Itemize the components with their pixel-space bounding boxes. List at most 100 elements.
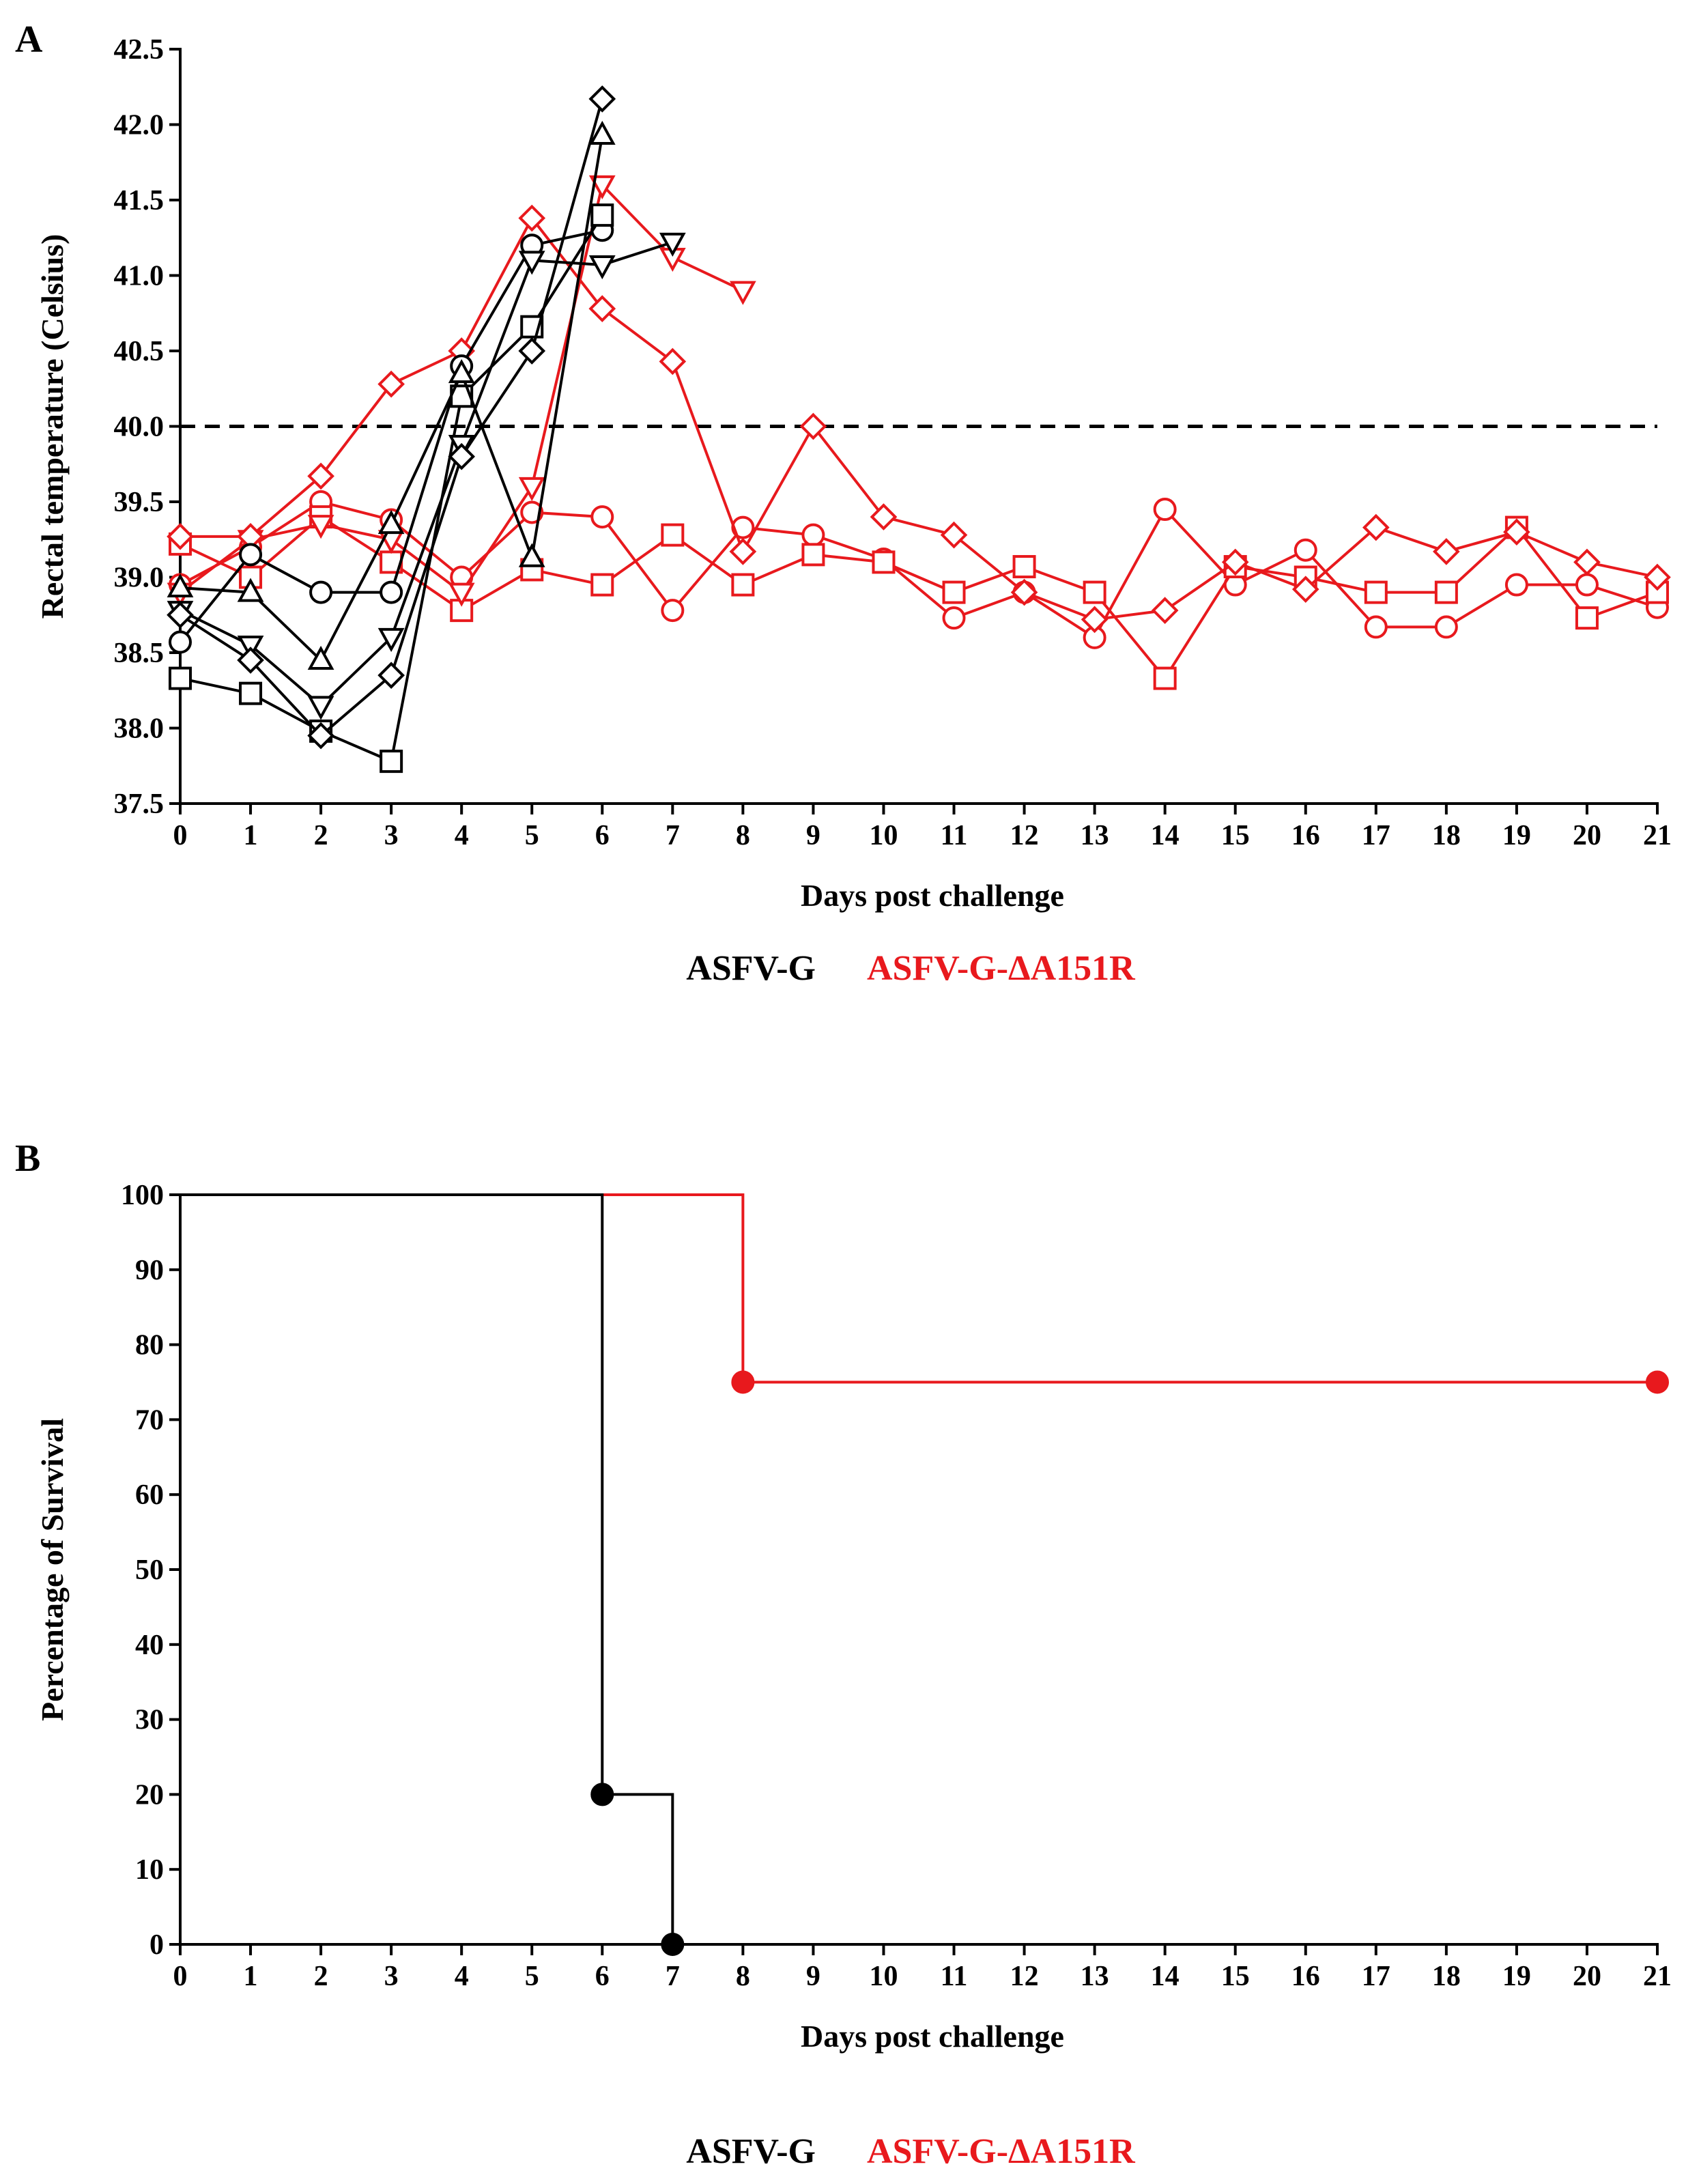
data-point-circle: [661, 599, 685, 623]
legend-asfv-g-b: ASFV-G: [686, 2132, 816, 2171]
data-point-triangle-up: [377, 510, 405, 535]
data-point-triangle-down: [659, 232, 686, 257]
series-asfv-g-triangle-up: [167, 120, 616, 670]
x-tick-label-b: 5: [525, 1961, 539, 1992]
y-tick-label-a: 38.5: [114, 638, 165, 669]
survival-asfv-g: [180, 1193, 685, 1956]
y-tick-label-a: 39.5: [114, 487, 165, 518]
data-point-circle: [801, 523, 825, 547]
x-tick-label-a: 17: [1362, 820, 1390, 851]
x-tick-label-b: 21: [1643, 1961, 1672, 1992]
data-point-diamond: [1503, 518, 1530, 546]
data-point-diamond: [588, 85, 616, 113]
panel-label-b: B: [15, 1137, 40, 1180]
series-asfv-g-a151r-diamond: [167, 204, 1671, 634]
x-tick-label-b: 19: [1502, 1961, 1531, 1992]
data-point-diamond: [167, 601, 194, 629]
x-tick-label-a: 13: [1081, 820, 1109, 851]
x-tick-label-b: 12: [1010, 1961, 1039, 1992]
x-tick-label-b: 15: [1221, 1961, 1250, 1992]
data-point-square: [1012, 555, 1036, 579]
x-tick-label-a: 2: [314, 820, 328, 851]
data-point-square: [1364, 580, 1388, 604]
x-tick-label-a: 19: [1502, 820, 1531, 851]
series-line: [180, 515, 1658, 680]
x-tick-label-b: 14: [1151, 1961, 1180, 1992]
survival-point: [590, 1783, 614, 1806]
y-tick-label-a: 40.5: [114, 336, 165, 367]
data-point-triangle-up: [518, 543, 545, 567]
data-point-square: [239, 681, 263, 705]
x-tick-label-b: 11: [941, 1961, 968, 1992]
x-tick-label-a: 18: [1432, 820, 1461, 851]
data-point-diamond: [940, 521, 968, 549]
x-tick-label-b: 4: [455, 1961, 469, 1992]
y-tick-label-b: 50: [135, 1555, 164, 1586]
y-tick-label-b: 100: [121, 1180, 164, 1211]
y-tick-label-b: 60: [135, 1479, 164, 1511]
y-axis-title-b: Percentage of Survival: [35, 1418, 70, 1721]
data-point-triangle-up: [237, 578, 264, 602]
x-tick-label-a: 15: [1221, 820, 1250, 851]
x-tick-label-a: 14: [1151, 820, 1180, 851]
series-line: [180, 216, 1658, 621]
data-point-diamond: [518, 204, 546, 232]
data-point-triangle-down: [518, 477, 545, 502]
data-point-square: [1434, 580, 1458, 604]
y-tick-label-a: 41.5: [114, 185, 165, 216]
x-tick-label-b: 13: [1081, 1961, 1109, 1992]
data-point-diamond: [588, 295, 616, 322]
data-point-diamond: [377, 662, 405, 689]
data-point-diamond: [1433, 538, 1460, 565]
data-point-circle: [520, 500, 544, 524]
data-point-triangle-down: [588, 255, 616, 280]
data-point-square: [590, 573, 614, 597]
legend-asfv-g-a151r-a: ASFV-G-ΔA151R: [867, 949, 1136, 988]
x-tick-label-b: 18: [1432, 1961, 1461, 1992]
data-point-square: [590, 203, 614, 227]
y-tick-label-a: 40.0: [114, 412, 165, 443]
x-tick-label-b: 9: [806, 1961, 820, 1992]
data-point-triangle-down: [448, 582, 475, 607]
data-point-diamond: [518, 337, 546, 365]
panel-label-a: A: [15, 18, 43, 61]
data-point-diamond: [1081, 606, 1109, 634]
panel-a: A 37.5 38.0 38.5 39.0 39.5 40.0 40.5 41.0 41.5 42.…: [15, 18, 1672, 988]
data-point-diamond: [1010, 578, 1038, 606]
data-point-diamond: [1291, 576, 1319, 604]
y-tick-label-b: 80: [135, 1330, 164, 1361]
x-tick-label-b: 1: [244, 1961, 258, 1992]
data-point-diamond: [729, 538, 757, 565]
data-point-triangle-up: [307, 645, 334, 670]
data-point-diamond: [1644, 563, 1671, 591]
data-point-circle: [239, 543, 263, 567]
data-point-circle: [309, 580, 333, 604]
data-point-diamond: [1573, 548, 1601, 576]
x-tick-label-a: 8: [736, 820, 750, 851]
data-point-square: [1083, 580, 1106, 604]
legend-asfv-g-a151r-b: ASFV-G-ΔA151R: [867, 2132, 1136, 2171]
data-point-square: [942, 580, 966, 604]
x-tick-label-a: 0: [173, 820, 188, 851]
y-tick-label-b: 30: [135, 1705, 164, 1736]
data-point-circle: [1504, 573, 1528, 597]
y-axis-title-a: Rectal temperature (Celsius): [35, 234, 70, 619]
data-point-square: [1153, 666, 1177, 690]
data-point-square: [731, 573, 755, 597]
survival-point: [731, 1370, 755, 1394]
x-tick-label-a: 10: [869, 820, 898, 851]
data-point-triangle-down: [729, 281, 756, 305]
series-line: [180, 500, 1658, 639]
x-tick-label-a: 4: [455, 820, 469, 851]
data-point-triangle-down: [588, 175, 616, 200]
data-point-diamond: [307, 462, 334, 490]
data-point-diamond: [659, 348, 687, 375]
x-tick-label-a: 12: [1010, 820, 1039, 851]
series-line: [180, 240, 673, 707]
x-tick-label-b: 6: [595, 1961, 610, 1992]
y-tick-label-a: 41.0: [114, 261, 165, 292]
y-tick-label-a: 42.0: [114, 110, 165, 141]
